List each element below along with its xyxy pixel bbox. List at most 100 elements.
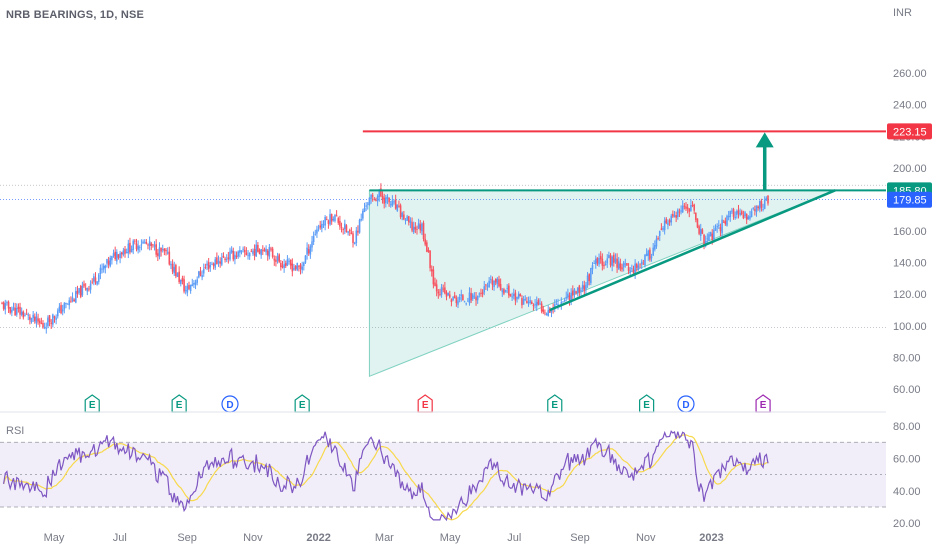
candle-body xyxy=(496,278,499,284)
candle-body xyxy=(142,241,144,244)
candle-body xyxy=(765,198,768,200)
support-trendline xyxy=(549,189,836,312)
candle-body xyxy=(506,287,508,289)
candle-body xyxy=(583,285,586,291)
candle-body xyxy=(517,293,520,299)
price-tag-label: 223.15 xyxy=(893,126,927,138)
candle-body xyxy=(201,275,203,278)
candle-body xyxy=(199,271,202,276)
candle-body xyxy=(207,262,210,269)
candle-body xyxy=(352,233,354,243)
candle-body xyxy=(171,263,174,272)
candle-body xyxy=(34,316,36,322)
candle-body xyxy=(42,323,44,328)
candle-body xyxy=(363,208,366,213)
candle-body xyxy=(157,253,159,256)
candle-body xyxy=(263,249,266,252)
candle-body xyxy=(306,247,308,255)
candle-body xyxy=(179,279,182,284)
time-axis: May Jul Sep Nov 2022 Mar May Jul Sep Nov 2023 xyxy=(44,532,724,544)
candle-body xyxy=(14,307,16,316)
candle-body xyxy=(654,245,656,250)
candle-body xyxy=(542,309,545,313)
candle-body xyxy=(255,244,258,257)
candle-body xyxy=(230,249,233,253)
candle-body xyxy=(745,213,748,220)
candle-body xyxy=(52,314,54,325)
candle-body xyxy=(655,238,658,247)
candle-body xyxy=(262,250,264,252)
candle-body xyxy=(685,206,687,209)
candle-body xyxy=(624,263,627,265)
candle-body xyxy=(56,310,59,317)
candle-body xyxy=(112,253,115,256)
candle-body xyxy=(596,257,599,264)
candle-body xyxy=(107,260,110,265)
candle-body xyxy=(378,190,381,197)
candle-body xyxy=(501,290,504,293)
candle-body xyxy=(742,214,745,219)
candle-body xyxy=(189,284,192,292)
candle-body xyxy=(721,219,723,234)
candle-body xyxy=(225,258,228,260)
candle-body xyxy=(309,246,312,255)
candle-body xyxy=(48,315,51,323)
candle-body xyxy=(565,296,568,299)
candle-body xyxy=(7,301,10,309)
candle-body xyxy=(512,293,515,297)
candle-body xyxy=(19,307,21,315)
candle-body xyxy=(385,197,387,204)
candle-body xyxy=(325,219,328,221)
candle-body xyxy=(627,267,630,271)
candle-body xyxy=(371,195,374,197)
candle-body xyxy=(457,300,459,305)
candle-body xyxy=(340,226,343,228)
candle-body xyxy=(253,248,256,256)
candle-body xyxy=(667,222,669,225)
candle-body xyxy=(6,302,8,304)
candle-body xyxy=(527,301,530,304)
candle-body xyxy=(480,292,482,294)
candle-body xyxy=(647,250,650,256)
candle-body xyxy=(706,238,709,240)
candle-body xyxy=(66,303,69,305)
rsi-tick-label: 80.00 xyxy=(893,421,921,433)
candle-body xyxy=(278,254,281,262)
candle-body xyxy=(673,215,676,217)
candle-body xyxy=(663,220,666,231)
candle-body xyxy=(160,247,162,252)
candle-body xyxy=(740,211,743,215)
candle-body xyxy=(132,240,135,250)
candle-body xyxy=(273,258,276,261)
candle-body xyxy=(737,210,740,214)
candle-body xyxy=(709,231,712,237)
candle-body xyxy=(383,197,385,204)
candle-body xyxy=(732,209,735,217)
event-marker-letter: E xyxy=(299,400,306,411)
candle-body xyxy=(567,293,569,298)
candle-body xyxy=(442,288,445,290)
candle-body xyxy=(614,258,617,263)
candle-body xyxy=(762,209,764,211)
candle-body xyxy=(619,263,622,269)
candle-body xyxy=(553,304,556,308)
candle-body xyxy=(549,308,551,313)
candle-body xyxy=(63,303,66,310)
candle-body xyxy=(71,297,74,302)
rsi-tick-label: 40.00 xyxy=(893,486,921,498)
candle-body xyxy=(575,291,577,293)
candle-body xyxy=(122,250,125,255)
candle-body xyxy=(529,300,531,304)
candle-body xyxy=(102,265,105,270)
candle-body xyxy=(757,206,759,209)
candle-body xyxy=(422,222,425,239)
candle-body xyxy=(134,240,136,242)
candle-body xyxy=(204,267,207,268)
rsi-label: RSI xyxy=(6,425,24,437)
candle-body xyxy=(166,252,169,254)
candle-body xyxy=(68,300,71,306)
time-tick-label: May xyxy=(44,532,65,544)
candle-body xyxy=(137,245,139,251)
candle-body xyxy=(73,299,75,302)
candle-body xyxy=(334,215,336,222)
